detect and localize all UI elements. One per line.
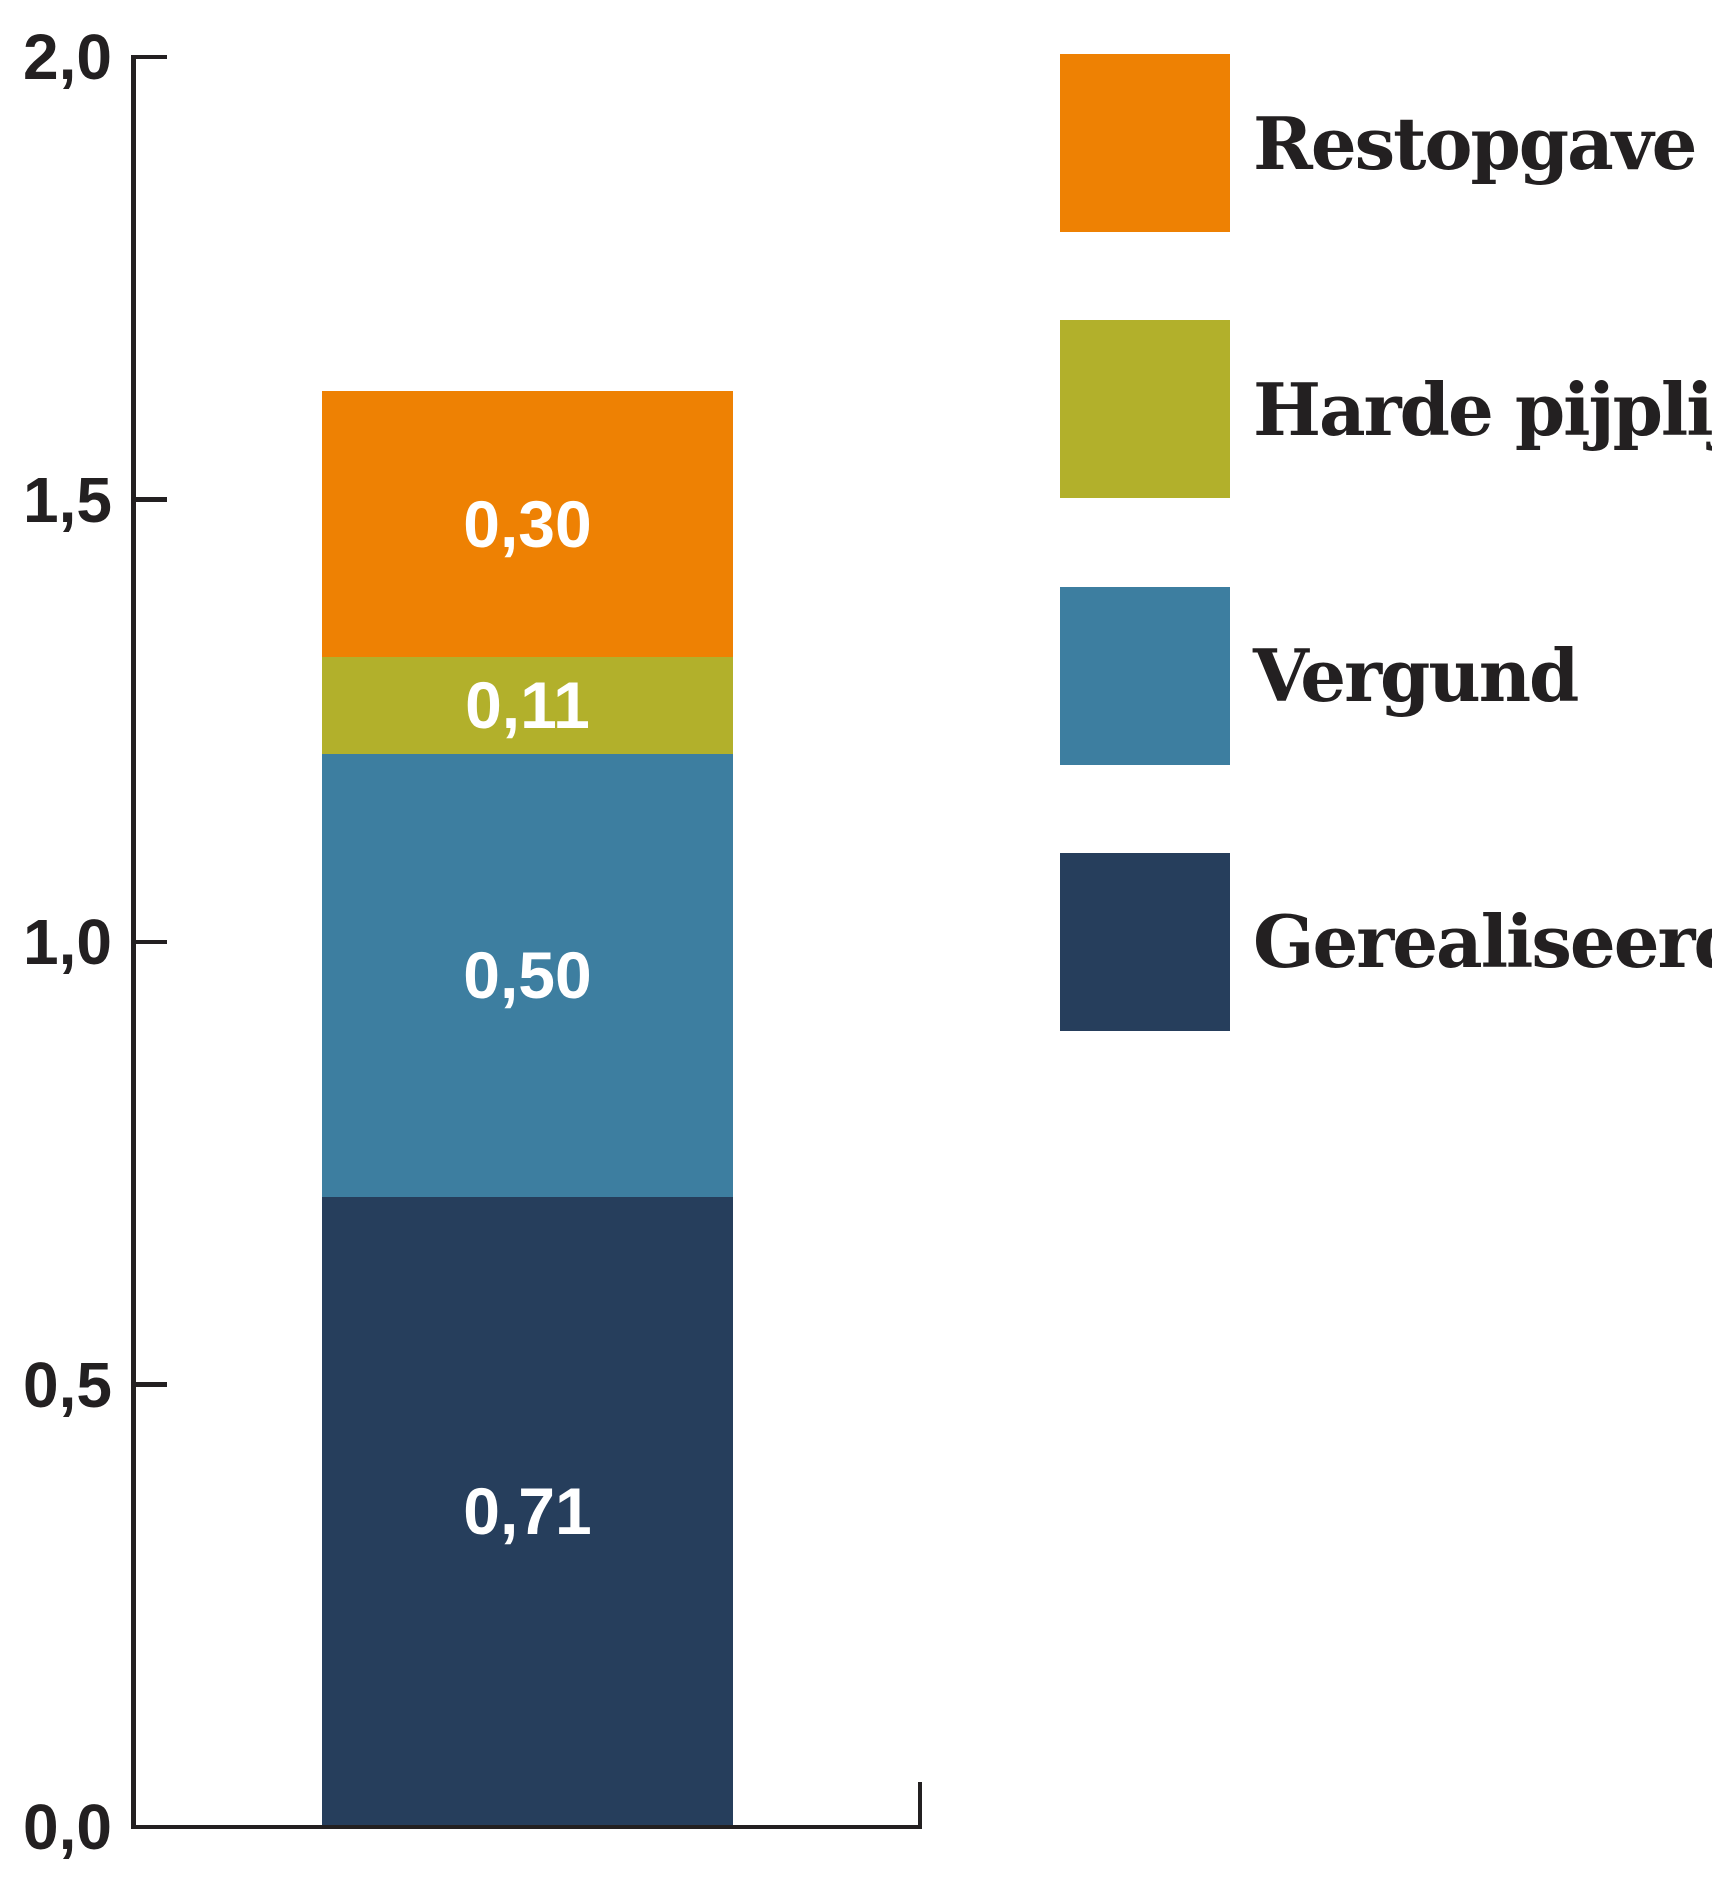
y-tick-label: 0,0 — [23, 1791, 112, 1863]
legend-label: Harde pijplijn — [1253, 366, 1712, 452]
bar-segment-vergund: 0,50 — [322, 754, 733, 1197]
y-tick-mark — [131, 1382, 167, 1387]
legend-row-gerealiseerd: Gerealiseerd — [1060, 852, 1712, 1031]
bar-value-label: 0,71 — [463, 1473, 592, 1548]
x-axis-end-tick — [917, 1782, 922, 1829]
y-tick-label: 1,0 — [23, 906, 112, 978]
legend-row-restopgave: Restopgave — [1060, 54, 1697, 232]
bar-segment-gerealiseerd: 0,71 — [322, 1196, 733, 1825]
x-axis-line — [131, 1824, 922, 1829]
y-tick-label: 2,0 — [23, 21, 112, 93]
legend-label: Restopgave — [1253, 100, 1697, 186]
bar-value-label: 0,50 — [463, 938, 592, 1013]
y-tick-mark — [131, 1824, 167, 1830]
bar-segment-harde-pijplijn: 0,11 — [322, 656, 733, 755]
y-tick-mark — [131, 54, 167, 60]
legend-row-vergund: Vergund — [1060, 586, 1579, 765]
y-tick-label: 0,5 — [23, 1348, 112, 1421]
legend-swatch — [1060, 320, 1230, 499]
bar-segment-restopgave: 0,30 — [322, 391, 733, 657]
bar-value-label: 0,30 — [463, 487, 592, 562]
plot-area: 0,0 0,5 1,0 1,5 2,0 0,71 0,50 0,11 0,30 — [23, 21, 922, 1863]
y-tick-label: 1,5 — [23, 463, 112, 536]
legend-label: Vergund — [1253, 633, 1579, 719]
legend-swatch — [1060, 852, 1230, 1031]
legend-swatch — [1060, 586, 1230, 765]
y-tick-mark — [131, 497, 167, 502]
legend-row-harde-pijplijn: Harde pijplijn — [1060, 320, 1712, 499]
y-tick-mark — [131, 939, 167, 945]
bar-value-label: 0,11 — [465, 668, 590, 743]
legend-label: Gerealiseerd — [1253, 899, 1712, 985]
legend-swatch — [1060, 54, 1230, 232]
